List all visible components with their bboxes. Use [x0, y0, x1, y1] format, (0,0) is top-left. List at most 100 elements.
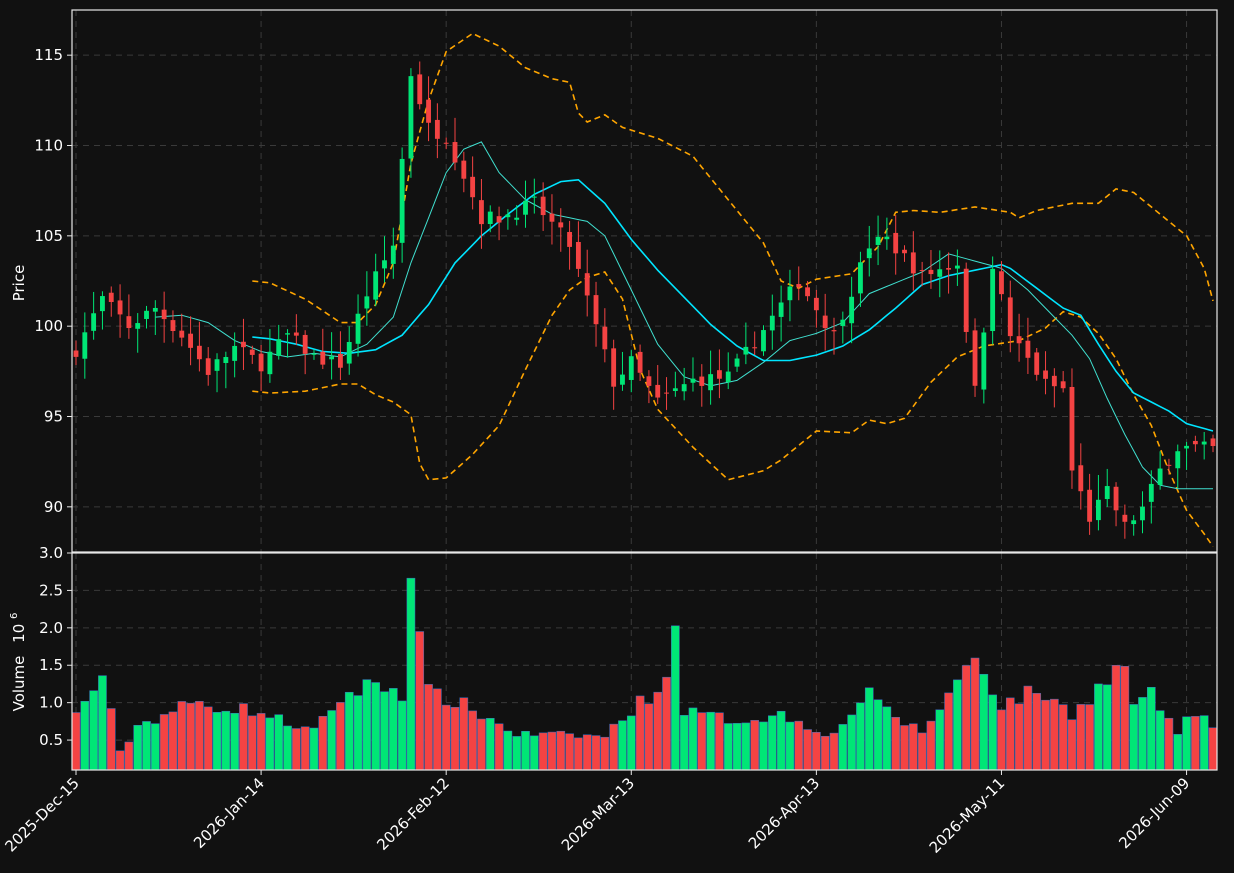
volume-bar-24: [283, 725, 292, 771]
volume-bar-59: [591, 735, 601, 771]
volume-bar-19: [239, 703, 248, 771]
volume-bar-111: [1050, 698, 1059, 771]
candle-body-105: [999, 271, 1004, 295]
candle-body-25: [293, 332, 299, 336]
volume-bar-74: [723, 723, 733, 771]
candle-body-126: [1184, 445, 1189, 449]
candle-body-46: [479, 200, 484, 225]
candle-body-112: [1060, 381, 1066, 389]
candle-body-92: [884, 236, 890, 240]
candle-body-66: [655, 384, 661, 398]
volume-bar-22: [265, 717, 275, 771]
candle-body-31: [346, 341, 352, 364]
candle-body-40: [426, 99, 431, 123]
candle-body-110: [1043, 370, 1048, 379]
price-tick-label-1: 95: [44, 408, 63, 426]
volume-bar-116: [1094, 683, 1103, 771]
candle-body-27: [311, 353, 317, 355]
volume-bar-51: [521, 730, 530, 771]
volume-bar-122: [1146, 687, 1156, 771]
candle-body-49: [505, 214, 511, 218]
candle-body-91: [875, 236, 881, 245]
volume-bar-76: [741, 722, 751, 771]
volume-bar-17: [221, 710, 231, 771]
candle-body-5: [117, 300, 123, 315]
price-panel: 90 95 100 105 110 115 Price: [10, 9, 1218, 553]
volume-bar-79: [767, 715, 777, 771]
volume-bar-38: [406, 577, 416, 771]
volume-bar-18: [230, 712, 239, 771]
candle-body-98: [937, 269, 943, 277]
volume-bar-62: [618, 720, 627, 771]
candle-body-106: [1007, 297, 1013, 337]
volume-bar-72: [706, 711, 715, 771]
candle-body-35: [382, 260, 387, 269]
candle-body-50: [514, 217, 520, 220]
candle-body-97: [928, 269, 934, 275]
candle-body-0: [73, 350, 79, 357]
volume-bar-68: [671, 625, 680, 771]
candle-body-107: [1016, 336, 1022, 344]
candle-body-15: [205, 358, 211, 375]
candle-body-72: [708, 374, 714, 391]
volume-axis-exponent-power: 6: [9, 613, 20, 619]
candle-body-52: [531, 196, 537, 198]
candle-body-23: [276, 339, 282, 356]
volume-bar-94: [900, 725, 909, 771]
volume-bar-7: [133, 725, 143, 771]
candle-body-117: [1104, 486, 1110, 500]
volume-bar-67: [662, 676, 671, 771]
candle-body-51: [523, 200, 528, 215]
volume-tick-label-2: 1.5: [39, 656, 63, 674]
candle-body-114: [1078, 465, 1084, 492]
candle-body-2: [91, 313, 97, 331]
volume-bar-100: [953, 679, 962, 771]
candle-body-53: [540, 196, 546, 216]
candle-body-94: [902, 249, 907, 254]
volume-bar-21: [256, 713, 266, 771]
volume-bar-120: [1129, 704, 1138, 771]
volume-panel: 0.5 1.0 1.5 2.0 2.5 3.0 Volume 10 6: [9, 544, 1218, 771]
volume-bar-60: [600, 736, 610, 771]
volume-bar-13: [186, 702, 195, 771]
volume-bar-123: [1155, 710, 1165, 771]
volume-bar-52: [530, 735, 539, 771]
price-tick-label-2: 100: [34, 317, 63, 335]
volume-bar-0: [71, 712, 81, 771]
candle-body-65: [646, 376, 652, 386]
volume-bar-65: [644, 703, 654, 771]
volume-bar-56: [565, 733, 574, 771]
candle-body-79: [769, 315, 775, 331]
volume-bar-119: [1120, 665, 1130, 771]
volume-tick-label-3: 2.0: [39, 619, 63, 637]
volume-tick-label-0: 0.5: [39, 731, 63, 749]
volume-bar-35: [380, 691, 389, 771]
volume-bar-85: [820, 735, 830, 771]
volume-bar-70: [688, 707, 698, 771]
x-tick-label-4: 2026-Apr-13: [745, 774, 823, 852]
candle-body-101: [963, 268, 969, 332]
volume-bar-110: [1041, 699, 1050, 771]
volume-bar-15: [203, 706, 213, 771]
candle-body-63: [628, 356, 634, 380]
volume-bar-3: [98, 675, 107, 771]
candle-body-125: [1175, 451, 1181, 469]
candle-body-124: [1166, 464, 1172, 466]
volume-bar-78: [759, 721, 768, 771]
candle-body-99: [946, 268, 952, 270]
volume-bar-114: [1076, 704, 1086, 771]
candle-body-47: [487, 211, 493, 225]
candle-body-68: [672, 388, 678, 391]
x-tick-label-2: 2026-Feb-12: [373, 774, 453, 854]
volume-bar-107: [1014, 703, 1024, 771]
volume-bar-50: [512, 736, 522, 771]
candle-body-102: [972, 330, 978, 386]
candle-body-36: [390, 245, 396, 264]
candle-body-123: [1157, 468, 1163, 485]
candle-body-11: [170, 320, 176, 332]
volume-bar-5: [115, 750, 125, 771]
volume-bar-73: [715, 712, 724, 771]
candle-body-85: [822, 315, 828, 329]
candle-body-61: [611, 348, 617, 387]
